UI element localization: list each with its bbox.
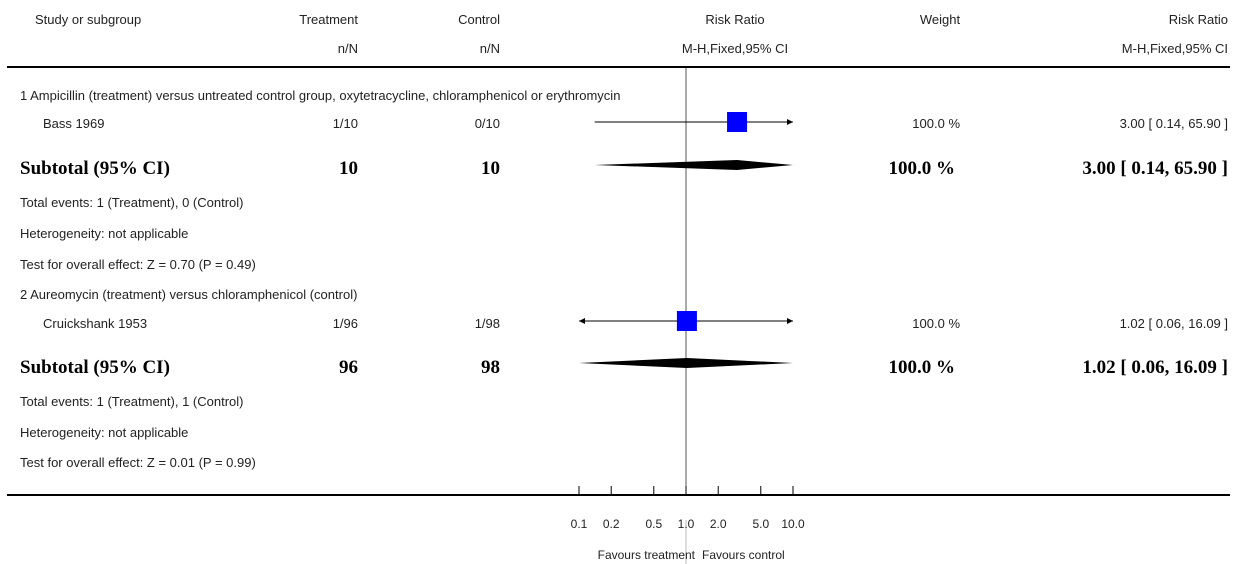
study-1-ci: 3.00 [ 0.14, 65.90 ] [1119,116,1228,131]
subtotal-1-label: Subtotal (95% CI) [20,158,170,179]
axis-tick-label-4: 1.0 [678,517,695,531]
header-risk-ratio-2: Risk Ratio [1168,12,1228,27]
study-1-treatment: 1/10 [332,116,358,131]
group-2-total-events: Total events: 1 (Treatment), 1 (Control) [20,394,244,409]
subtotal-2-ci: 1.02 [ 0.06, 16.09 ] [1082,357,1228,378]
header-treatment-sub: n/N [337,41,358,56]
study-1-name: Bass 1969 [43,116,105,131]
subtotal-1-treatment: 10 [339,158,358,179]
group-1-title: 1 Ampicillin (treatment) versus untreate… [20,88,621,103]
study-2-weight: 100.0 % [912,316,960,331]
study-box-1 [727,112,748,132]
subtotal-diamond-1 [594,160,793,170]
group-2-heterogeneity: Heterogeneity: not applicable [20,425,189,440]
header-study: Study or subgroup [35,12,142,27]
ci-arrow-right-2 [787,318,793,324]
group-2-title: 2 Aureomycin (treatment) versus chloramp… [20,287,358,302]
study-2-treatment: 1/96 [332,316,358,331]
axis-tick-label-2: 0.2 [603,517,620,531]
study-1-control: 0/10 [474,116,500,131]
footer-rule [7,494,1230,496]
study-2-name: Cruickshank 1953 [43,316,148,331]
study-2-control: 1/98 [474,316,500,331]
ci-arrow-left-2 [579,318,585,324]
subtotal-2-control: 98 [481,357,500,378]
header-control: Control [458,12,500,27]
favours-treatment-label: Favours treatment [597,548,695,562]
axis-tick-label-1: 0.1 [571,517,588,531]
study-1-weight: 100.0 % [912,116,960,131]
axis-tick-label-3: 0.5 [645,517,662,531]
header-risk-ratio: Risk Ratio [705,12,765,27]
ci-arrow-right-1 [787,119,793,125]
study-2-ci: 1.02 [ 0.06, 16.09 ] [1119,316,1228,331]
group-1-total-events: Total events: 1 (Treatment), 0 (Control) [20,195,244,210]
header-risk-ratio-sub: M-H,Fixed,95% CI [681,41,789,56]
subtotal-2-label: Subtotal (95% CI) [20,357,170,378]
subtotal-diamond-2 [579,358,793,368]
favours-control-label: Favours control [702,548,785,562]
subtotal-2-treatment: 96 [339,357,358,378]
subtotal-1-control: 10 [481,158,500,179]
subtotal-2-weight: 100.0 % [888,357,956,378]
header-treatment: Treatment [299,12,358,27]
axis-tick-label-7: 10.0 [781,517,805,531]
axis-tick-label-5: 2.0 [710,517,727,531]
group-1-overall-effect: Test for overall effect: Z = 0.70 (P = 0… [20,257,256,272]
axis-tick-label-6: 5.0 [752,517,769,531]
header-risk-ratio-2-sub: M-H,Fixed,95% CI [1121,41,1228,56]
header-weight: Weight [919,12,961,27]
study-box-2 [676,311,697,331]
header-control-sub: n/N [479,41,500,56]
subtotal-1-ci: 3.00 [ 0.14, 65.90 ] [1082,158,1228,179]
subtotal-1-weight: 100.0 % [888,158,956,179]
header-rule [7,66,1230,68]
group-1-heterogeneity: Heterogeneity: not applicable [20,226,189,241]
group-2-overall-effect: Test for overall effect: Z = 0.01 (P = 0… [20,455,256,470]
